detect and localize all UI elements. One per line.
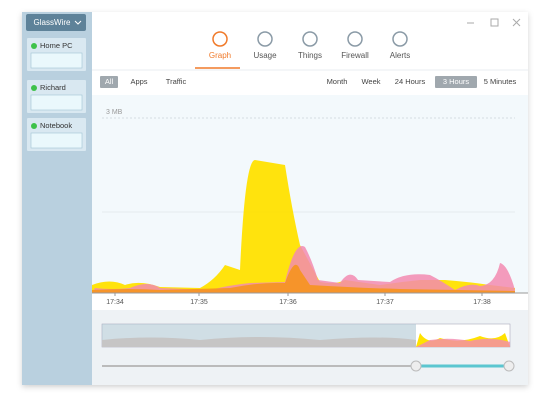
y-label: 3 MB: [106, 109, 123, 116]
x-label: 17:36: [279, 299, 297, 306]
tab-label[interactable]: Things: [298, 51, 322, 60]
filter[interactable]: Traffic: [166, 77, 187, 86]
tab-icon: [392, 31, 408, 47]
range-selected: [435, 76, 477, 88]
filter-selected: [100, 76, 118, 88]
tab-icon: [212, 31, 228, 47]
timeline: [92, 310, 528, 385]
device-name: Notebook: [40, 121, 72, 130]
overview-area: [416, 338, 510, 347]
x-label: 17:38: [473, 299, 491, 306]
device-box: [30, 132, 83, 149]
slider-handle[interactable]: [503, 360, 515, 372]
x-label: 17:37: [376, 299, 394, 306]
device-name: Richard: [40, 83, 66, 92]
menu-button[interactable]: [26, 14, 86, 31]
device-box: [30, 94, 83, 111]
tab-label[interactable]: Alerts: [390, 51, 410, 60]
x-label: 17:35: [190, 299, 208, 306]
status-dot: [31, 123, 37, 129]
filter-bar: All Apps Traffic Month Week 24 Hours 3 Hours 5 …: [100, 76, 517, 88]
tabs: Graph Usage Things Firewall Alerts: [195, 31, 410, 69]
x-labels: 17:34 17:35 17:36 17:37 17:38: [106, 293, 491, 306]
device-list: Home PC Richard Notebook: [27, 38, 86, 151]
other-area: [92, 264, 515, 293]
device-name: Home PC: [40, 41, 73, 50]
close[interactable]: [512, 18, 521, 27]
overview-shade: [102, 324, 416, 347]
window-controls: [467, 18, 521, 27]
upload-area: [92, 246, 515, 293]
tab-icon: [347, 31, 363, 47]
maximize[interactable]: [490, 18, 499, 27]
range[interactable]: 3 Hours: [443, 77, 470, 86]
status-dot: [31, 43, 37, 49]
tab-label[interactable]: Firewall: [341, 51, 369, 60]
sidebar: [22, 12, 92, 385]
tab-icon: [302, 31, 318, 47]
device-box: [30, 52, 83, 69]
range[interactable]: 24 Hours: [395, 77, 426, 86]
filter[interactable]: All: [105, 77, 114, 86]
chevron: [74, 20, 82, 25]
filter[interactable]: Apps: [130, 77, 147, 86]
range[interactable]: Week: [361, 77, 380, 86]
range[interactable]: Month: [327, 77, 348, 86]
x-label: 17:34: [106, 299, 124, 306]
menu-label: GlassWire: [34, 18, 71, 27]
tab-icon: [257, 31, 273, 47]
range[interactable]: 5 Minutes: [484, 77, 517, 86]
status-dot: [31, 85, 37, 91]
tab-label[interactable]: Usage: [253, 51, 277, 60]
slider-handle[interactable]: [410, 360, 422, 372]
tab-label[interactable]: Graph: [209, 51, 231, 60]
